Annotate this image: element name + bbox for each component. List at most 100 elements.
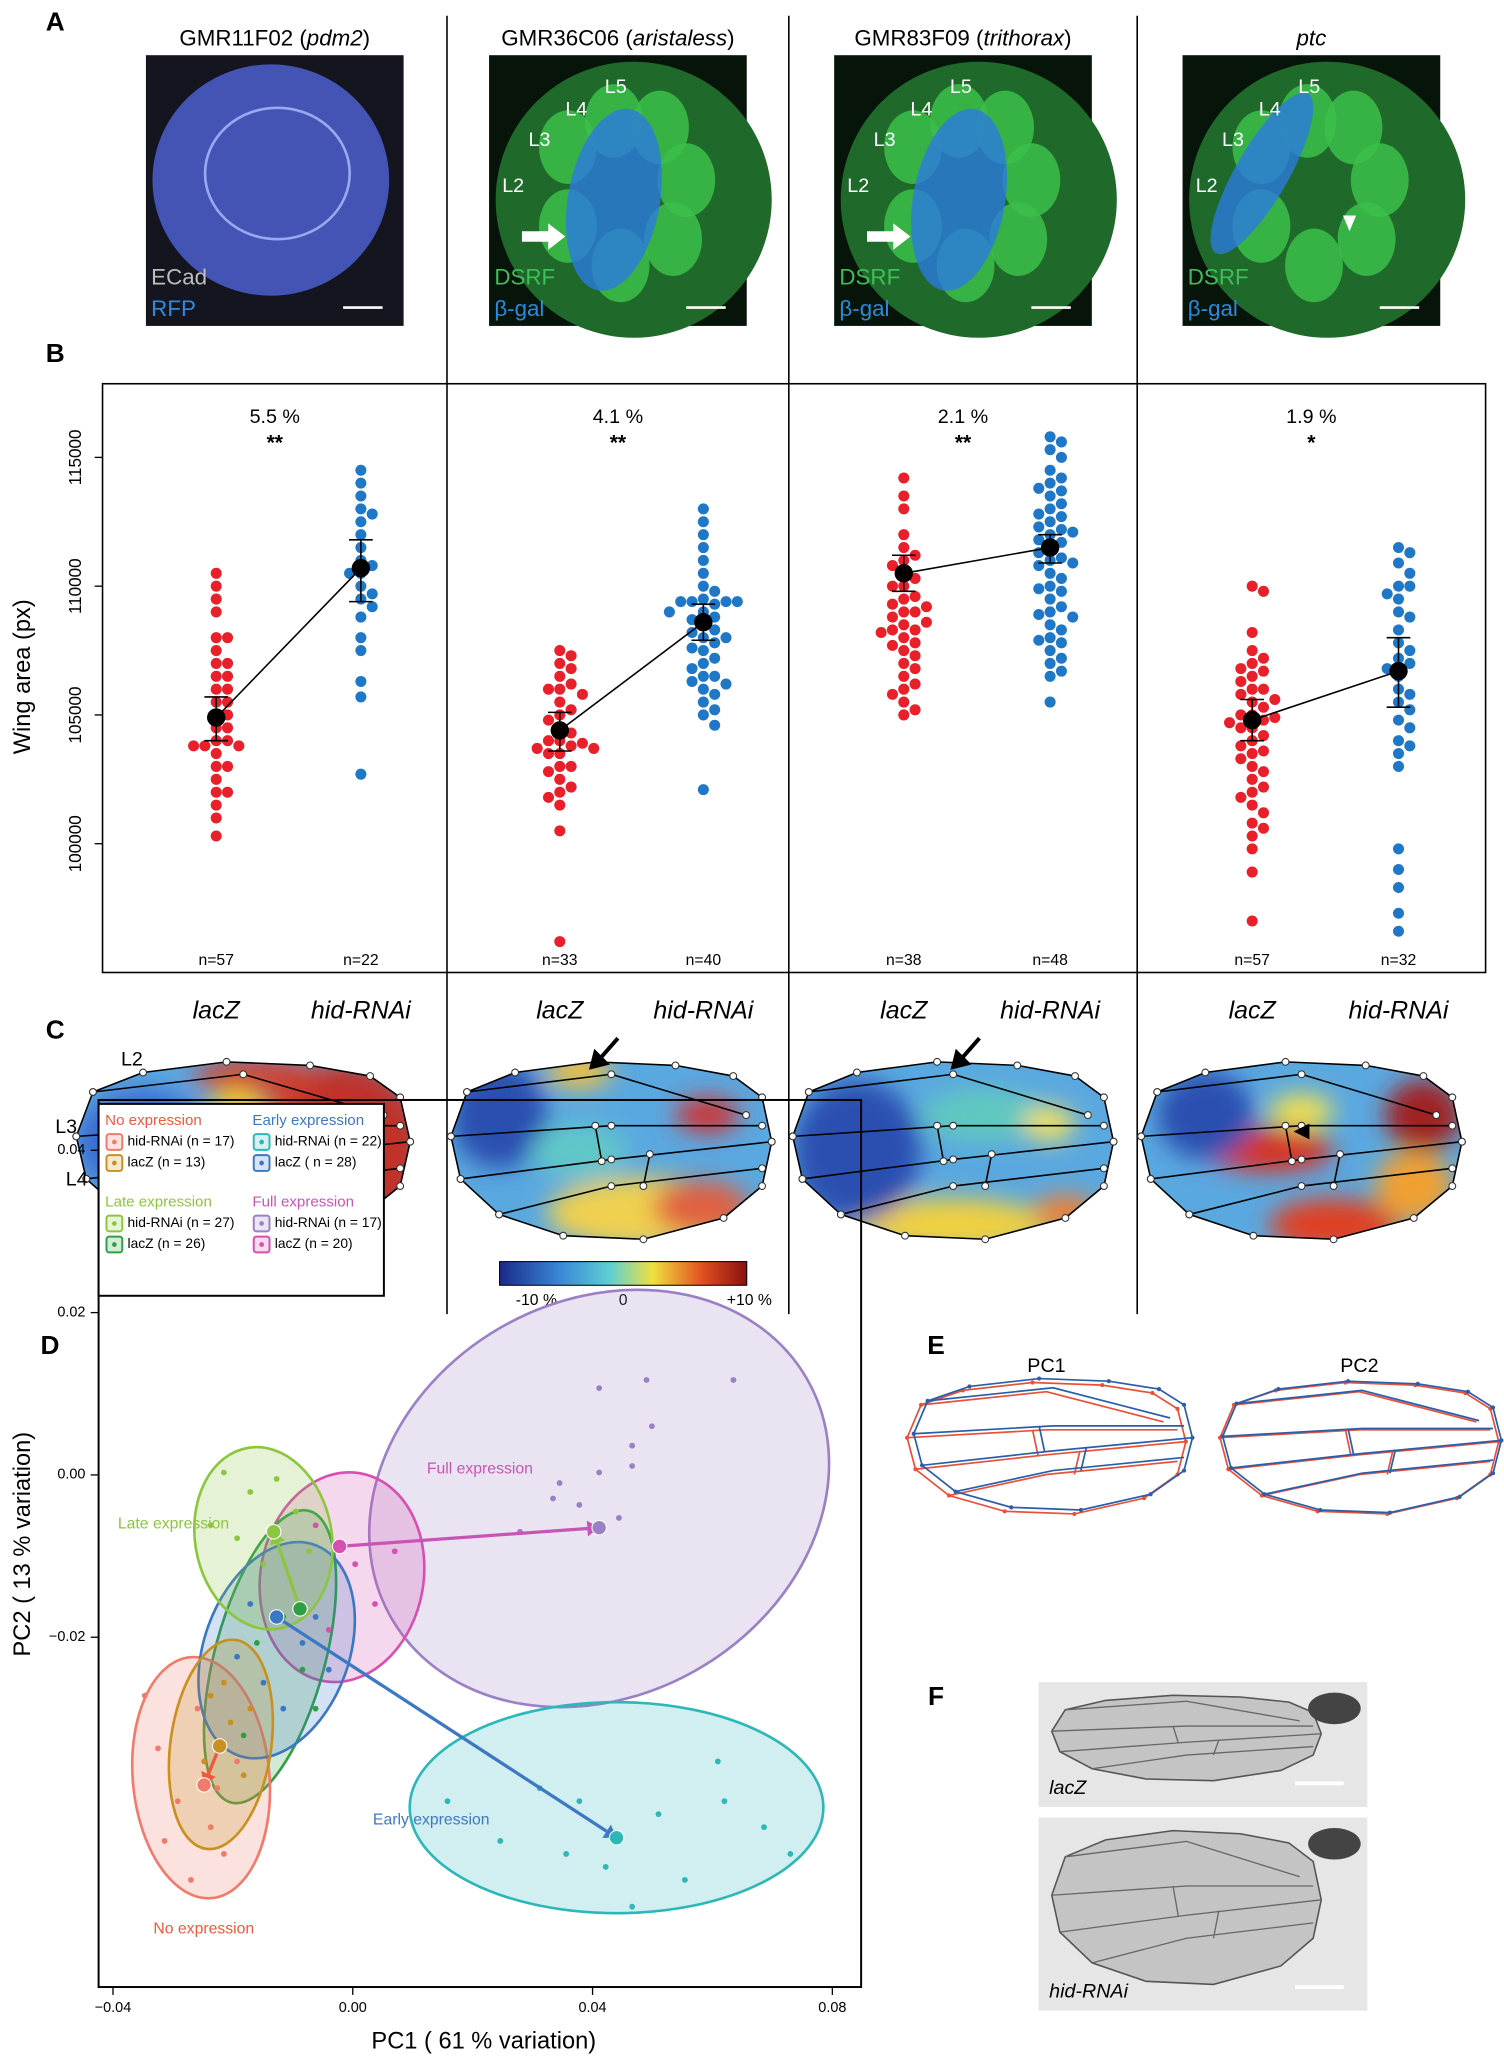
data-point (1033, 482, 1045, 494)
landmark (1419, 1072, 1428, 1080)
data-point (355, 675, 367, 687)
data-point (207, 1824, 214, 1831)
y-axis-label: PC2 ( 13 % variation) (10, 1432, 36, 1657)
confidence-ellipse (202, 1508, 338, 1805)
data-point (663, 606, 675, 618)
image-title: GMR36C06 (aristaless) (501, 25, 734, 50)
data-point (188, 1877, 194, 1883)
landmark (456, 1175, 465, 1183)
heatmap-blob (1023, 1106, 1076, 1142)
landmark (72, 1132, 81, 1141)
y-tick-label: 0.02 (57, 1304, 85, 1320)
data-point (220, 1679, 227, 1686)
n-label: n=32 (1381, 952, 1417, 969)
landmark (1146, 1175, 1155, 1183)
data-point (1044, 580, 1056, 592)
data-point (222, 670, 234, 682)
landmark (463, 1088, 471, 1096)
arrow (959, 1036, 981, 1061)
vein-label: L3 (1222, 129, 1244, 151)
mean-point (1242, 710, 1262, 730)
data-point (222, 657, 234, 669)
data-point (1404, 611, 1416, 623)
data-point (898, 670, 910, 682)
shape-landmark (1072, 1511, 1077, 1517)
data-point (194, 1705, 201, 1712)
shape-vein (1222, 1427, 1494, 1438)
data-point (1392, 624, 1405, 636)
data-point (1392, 606, 1405, 618)
title-part: GMR36C06 ( (501, 25, 633, 50)
mean-line (903, 546, 1051, 575)
heatmap-blob (675, 1097, 740, 1133)
vein-label: L5 (1298, 76, 1320, 98)
data-point (1044, 645, 1056, 657)
data-point (1246, 830, 1258, 842)
landmark (1137, 1132, 1146, 1141)
landmark (396, 1164, 405, 1173)
landmark (1448, 1164, 1457, 1173)
landmark (1297, 1155, 1306, 1164)
data-point (1404, 688, 1416, 700)
data-point (898, 696, 910, 708)
y-tick-label: 105000 (66, 686, 85, 743)
wing-vein (1092, 1922, 1314, 1964)
shape-vein (1236, 1389, 1480, 1422)
stain-label: β-gal (494, 296, 544, 321)
mean-line (559, 621, 704, 732)
data-point (497, 1838, 504, 1844)
heatmap-blob (653, 1180, 750, 1234)
data-point (247, 1705, 254, 1712)
landmark (939, 1157, 948, 1166)
data-point (222, 696, 234, 708)
landmark (639, 1182, 648, 1190)
data-point (898, 645, 910, 657)
group-annotation: No expression (153, 1920, 254, 1937)
data-point (366, 508, 378, 520)
vein-label: L3 (874, 129, 896, 151)
group-mean (196, 1777, 212, 1793)
data-point (1404, 704, 1416, 716)
panel-letter: C (46, 1015, 65, 1045)
shape-landmark (1490, 1405, 1496, 1410)
y-tick-label: −0.02 (49, 1629, 86, 1645)
data-point (1055, 451, 1067, 463)
data-point (697, 580, 709, 592)
data-point (616, 1515, 622, 1521)
data-point (355, 516, 367, 528)
data-point (1055, 436, 1067, 448)
legend-box (97, 1102, 385, 1297)
landmark (511, 1068, 520, 1077)
data-point (629, 1903, 636, 1910)
data-point (898, 503, 910, 515)
percent-label: 2.1 % (938, 406, 988, 428)
landmark (591, 1121, 600, 1130)
expression-domain (911, 108, 1008, 291)
group-annotation: Early expression (373, 1811, 490, 1828)
wing-vein (1065, 1840, 1300, 1878)
data-point (210, 632, 222, 644)
group-mean (591, 1519, 607, 1536)
data-point (720, 632, 732, 644)
data-point (697, 645, 709, 657)
data-point (1269, 693, 1281, 706)
data-point (1033, 534, 1045, 546)
legend-heading: No expression (105, 1112, 202, 1129)
data-point (588, 742, 600, 754)
heatmap-blob (792, 1079, 922, 1222)
data-point (565, 760, 577, 772)
vein-label: L2 (1196, 175, 1218, 197)
data-point (730, 1377, 737, 1383)
data-point (325, 1627, 332, 1633)
wing-vein (1059, 1899, 1322, 1933)
image-title: GMR83F09 (trithorax) (854, 25, 1071, 50)
panel-letter: E (927, 1330, 945, 1360)
landmark (82, 1175, 91, 1183)
landmark (607, 1070, 616, 1079)
shape-vein (1261, 1460, 1491, 1497)
stain-blob (989, 202, 1048, 276)
data-point (1055, 601, 1067, 613)
landmark (742, 1111, 751, 1120)
shape-landmark (1190, 1435, 1195, 1440)
data-point (355, 768, 367, 780)
